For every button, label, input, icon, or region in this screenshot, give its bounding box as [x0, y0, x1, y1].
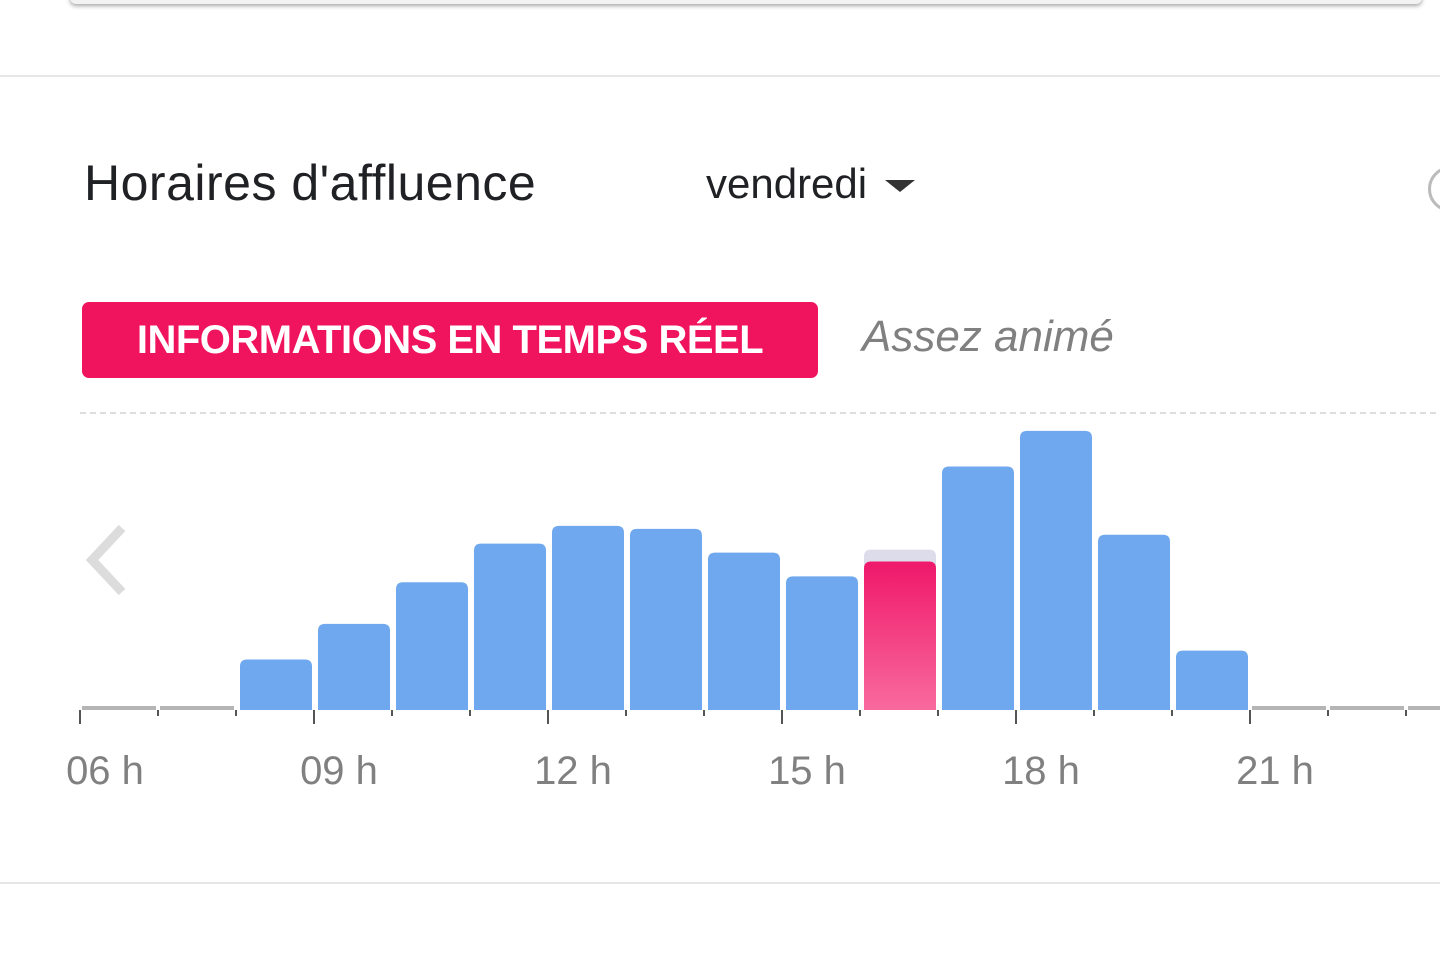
- bar: [630, 528, 702, 710]
- bar: [474, 543, 546, 710]
- popular-times-chart: 06 h 09 h 12 h 15 h 18 h 21 h: [66, 412, 1440, 793]
- divider-top: [0, 75, 1440, 77]
- chevron-left-icon[interactable]: [80, 520, 130, 605]
- caret-down-icon: [885, 180, 916, 192]
- tick-label: 09 h: [300, 749, 378, 793]
- bar: [1176, 650, 1248, 710]
- tick-label: 21 h: [1236, 749, 1314, 793]
- tick-label: 18 h: [1002, 749, 1080, 793]
- top-card-edge: [70, 0, 1422, 4]
- tick-label: 12 h: [534, 749, 612, 793]
- divider-bottom: [0, 882, 1440, 884]
- help-icon[interactable]: [1428, 166, 1440, 212]
- day-selected: vendredi: [706, 160, 868, 207]
- bar: [708, 552, 780, 710]
- live-badge: INFORMATIONS EN TEMPS RÉEL: [82, 302, 818, 378]
- day-dropdown[interactable]: vendredi: [706, 160, 916, 208]
- bar: [552, 525, 624, 710]
- tick-label: 06 h: [66, 749, 144, 793]
- bar: [318, 623, 390, 710]
- bar: [396, 582, 468, 710]
- tick-label: 15 h: [768, 749, 846, 793]
- live-status: Assez animé: [862, 312, 1114, 361]
- bar: [240, 659, 312, 710]
- live-bar: [864, 561, 936, 710]
- bar: [1020, 430, 1092, 710]
- bar: [1098, 534, 1170, 710]
- bar: [942, 466, 1014, 710]
- bar: [786, 576, 858, 710]
- section-title: Horaires d'affluence: [84, 155, 537, 211]
